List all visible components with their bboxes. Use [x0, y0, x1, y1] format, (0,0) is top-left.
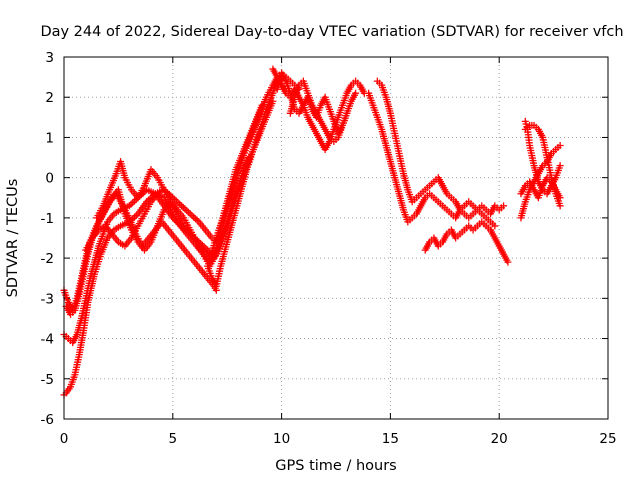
data-point	[500, 202, 508, 210]
data-point	[183, 207, 191, 215]
series-track-f	[82, 109, 264, 266]
series-track-m	[421, 218, 512, 266]
y-tick-label: 2	[45, 90, 54, 106]
x-tick-label: 10	[273, 431, 290, 447]
data-point	[186, 210, 194, 218]
y-tick-label: -2	[41, 251, 54, 267]
x-tick-label: 15	[382, 431, 399, 447]
x-axis-label: GPS time / hours	[275, 458, 396, 474]
y-tick-label: 1	[45, 130, 54, 146]
y-tick-label: 0	[45, 171, 54, 187]
data-point	[193, 216, 201, 224]
data-point	[129, 199, 137, 207]
x-tick-label: 25	[599, 431, 616, 447]
data-point	[258, 101, 266, 109]
data-point	[184, 208, 192, 216]
x-tick-label: 20	[491, 431, 508, 447]
y-tick-label: -5	[41, 372, 54, 388]
x-tick-label: 0	[60, 431, 69, 447]
series-track-l	[365, 89, 499, 230]
data-point	[343, 109, 351, 117]
series-track-q	[517, 174, 564, 202]
data-point	[556, 141, 564, 149]
y-tick-label: -4	[41, 332, 54, 348]
tick-labels: 0 5 10 15 20 25 -6 -5 -4 -3 -2 -1 0 1 2 3	[41, 50, 617, 447]
data-point	[179, 203, 187, 211]
x-tick-label: 5	[169, 431, 178, 447]
series-track-g	[204, 77, 281, 290]
y-axis-label: SDTVAR / TECUs	[5, 179, 21, 298]
data-point	[191, 215, 199, 223]
series-track-j	[286, 77, 351, 145]
chart-title: Day 244 of 2022, Sidereal Day-to-day VTE…	[40, 24, 623, 40]
data-point	[504, 258, 512, 266]
y-tick-label: 3	[45, 50, 54, 66]
data-point	[188, 211, 196, 219]
data-point	[190, 213, 198, 221]
y-tick-label: -3	[41, 291, 54, 307]
series-track-k	[373, 77, 508, 222]
data-point	[556, 162, 564, 170]
data-point	[178, 202, 186, 210]
data-point	[132, 211, 140, 219]
data-point	[181, 205, 189, 213]
data-point	[556, 194, 564, 202]
data-point	[131, 213, 139, 221]
data-point	[491, 222, 499, 230]
data-point	[256, 109, 264, 117]
plot-frame	[63, 56, 609, 420]
data-marks	[60, 65, 564, 399]
y-tick-label: -1	[41, 211, 54, 227]
data-point	[556, 202, 564, 210]
data-point	[352, 89, 360, 97]
series-track-b	[60, 97, 277, 347]
y-tick-label: -6	[41, 412, 54, 428]
